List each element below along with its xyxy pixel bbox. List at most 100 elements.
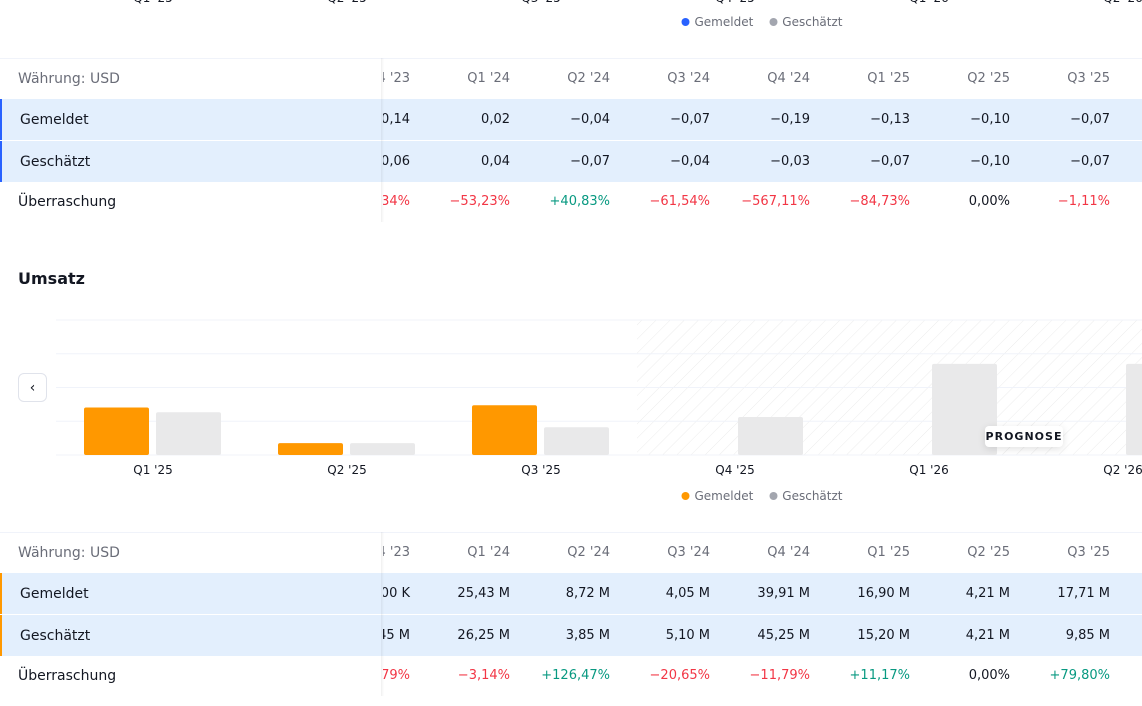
table-cell: ,79% — [383, 668, 410, 683]
estimated-bar[interactable] — [350, 443, 415, 455]
forecast-badge: PROGNOSE — [985, 426, 1063, 447]
row-label: Währung: USD — [18, 70, 120, 87]
table-cell: 9,85 M — [1065, 628, 1110, 643]
chevron-left-icon: ‹ — [29, 379, 36, 396]
table-cell: +126,47% — [541, 668, 610, 683]
table-cell: 4,05 M — [665, 586, 710, 601]
estimated-bar[interactable] — [932, 363, 997, 455]
divider — [0, 532, 1142, 533]
table-cell: −0,07 — [870, 154, 910, 169]
legend-label: Geschätzt — [782, 15, 843, 29]
column-header: Q3 '25 — [1067, 71, 1110, 86]
x-axis-label: Q1 '26 — [909, 463, 949, 477]
table-cell: 5,10 M — [665, 628, 710, 643]
table-cell: −11,79% — [749, 668, 810, 683]
table-cell: 4,21 M — [965, 586, 1010, 601]
x-axis-label: Q2 '25 — [327, 463, 367, 477]
legend-estimated: Geschätzt — [769, 489, 843, 503]
column-header: Q3 '25 — [1067, 545, 1110, 560]
x-axis-label: Q4 '25 — [715, 463, 755, 477]
estimated-bar[interactable] — [544, 427, 609, 455]
column-header: Q1 '25 — [867, 71, 910, 86]
chart-prev-button[interactable]: ‹ — [18, 373, 47, 402]
table-cell: 0,04 — [481, 154, 510, 169]
legend-label: Gemeldet — [694, 15, 754, 29]
row-label: Geschätzt — [0, 615, 383, 656]
reported-bar[interactable] — [278, 443, 343, 455]
table-cell: −0,10 — [970, 154, 1010, 169]
column-header: Q3 '24 — [667, 71, 710, 86]
table-cell: +79,80% — [1049, 668, 1110, 683]
row-label: Währung: USD — [18, 544, 120, 561]
table-row: Überraschung ,79% −3,14% +126,47% −20,65% −11… — [0, 655, 1142, 696]
table-cell: −567,11% — [741, 194, 810, 209]
estimated-bar[interactable] — [156, 412, 221, 455]
column-header: Q2 '25 — [967, 545, 1010, 560]
table-cell: −0,19 — [770, 112, 810, 127]
column-header: Q1 '24 — [467, 71, 510, 86]
table-cell: 0,02 — [481, 112, 510, 127]
legend-dot-icon — [769, 492, 778, 500]
column-header: Q1 '25 — [867, 545, 910, 560]
table-cell: 0,00% — [968, 194, 1010, 209]
table-cell: −53,23% — [449, 194, 510, 209]
table-cell: −0,13 — [870, 112, 910, 127]
table-cell: 0,00% — [968, 668, 1010, 683]
eps-chart-legend: Gemeldet Geschätzt — [681, 15, 843, 29]
table-cell: −0,07 — [1070, 154, 1110, 169]
revenue-chart-plot — [56, 319, 1142, 456]
table-header-row: Währung: USD 4 '23 Q1 '24 Q2 '24 Q3 '24 Q4 '2… — [0, 58, 1142, 99]
table-cell: −0,10 — [970, 112, 1010, 127]
table-cell: −0,07 — [1070, 112, 1110, 127]
table-cell: −0,04 — [570, 112, 610, 127]
table-row: Gemeldet 0,14 0,02 −0,04 −0,07 −0,19 −0,13 −0,1… — [0, 99, 1142, 140]
column-header: Q1 '24 — [467, 545, 510, 560]
reported-bar[interactable] — [84, 407, 149, 455]
x-axis-label: Q3 '25 — [521, 0, 560, 5]
table-header-row: Währung: USD 4 '23 Q1 '24 Q2 '24 Q3 '24 Q4 '2… — [0, 532, 1142, 573]
table-cell: 45 M — [383, 628, 410, 643]
table-cell: 00 K — [383, 586, 410, 601]
table-cell: +11,17% — [849, 668, 910, 683]
row-label: Gemeldet — [0, 573, 383, 614]
reported-bar[interactable] — [472, 405, 537, 455]
x-axis-label: Q1 '26 — [909, 0, 948, 5]
table-row: Geschätzt 0,06 0,04 −0,07 −0,04 −0,03 −0,07 −0,… — [0, 141, 1142, 182]
revenue-chart-legend: Gemeldet Geschätzt — [681, 489, 843, 503]
legend-label: Geschätzt — [782, 489, 843, 503]
table-cell: 8,72 M — [565, 586, 610, 601]
column-header: Q4 '24 — [767, 71, 810, 86]
x-axis-label: Q1 '25 — [133, 463, 173, 477]
table-cell: 4,21 M — [965, 628, 1010, 643]
legend-estimated: Geschätzt — [769, 15, 843, 29]
column-header: Q2 '25 — [967, 71, 1010, 86]
table-cell: −0,04 — [670, 154, 710, 169]
table-cell: −0,03 — [770, 154, 810, 169]
estimated-bar[interactable] — [738, 417, 803, 455]
legend-reported: Gemeldet — [681, 489, 753, 503]
table-cell: −3,14% — [457, 668, 510, 683]
row-label: Überraschung — [18, 193, 117, 210]
scroll-shadow — [381, 58, 384, 222]
table-cell: −0,07 — [670, 112, 710, 127]
x-axis-label: Q4 '25 — [715, 0, 754, 5]
table-row: Überraschung ,34% −53,23% +40,83% −61,54% −56… — [0, 181, 1142, 222]
table-cell: 0,14 — [383, 112, 410, 127]
table-cell: 17,71 M — [1057, 586, 1110, 601]
row-label: Gemeldet — [0, 99, 383, 140]
x-axis-label: Q3 '25 — [521, 463, 561, 477]
table-cell: 16,90 M — [857, 586, 910, 601]
column-header: 4 '23 — [383, 71, 410, 86]
column-header: Q4 '24 — [767, 545, 810, 560]
estimated-bar[interactable] — [1126, 363, 1142, 455]
legend-dot-icon — [681, 18, 690, 26]
table-cell: −61,54% — [649, 194, 710, 209]
table-cell: −84,73% — [849, 194, 910, 209]
legend-reported: Gemeldet — [681, 15, 754, 29]
legend-dot-icon — [769, 18, 778, 26]
table-row: Geschätzt45 M 26,25 M 3,85 M 5,10 M 45,25 M 1… — [0, 615, 1142, 656]
table-cell: 45,25 M — [757, 628, 810, 643]
x-axis-label: Q1 '25 — [133, 0, 172, 5]
column-header: Q3 '24 — [667, 545, 710, 560]
table-cell: 25,43 M — [457, 586, 510, 601]
